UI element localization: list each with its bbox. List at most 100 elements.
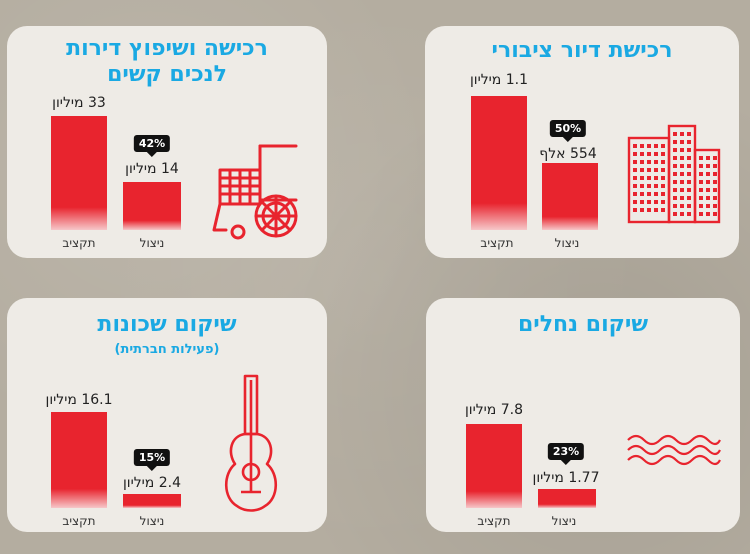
actual-category-label: ניצול <box>139 514 165 528</box>
building-window <box>699 172 703 176</box>
building-window <box>687 156 691 160</box>
building-window <box>706 212 710 216</box>
building-window <box>661 144 665 148</box>
building-window <box>654 184 658 188</box>
building-window <box>647 176 651 180</box>
building-window <box>680 164 684 168</box>
building-window <box>706 188 710 192</box>
actual-value-label: 1.77 מיליון <box>532 470 600 486</box>
buildings-icon <box>627 124 721 224</box>
building-window <box>680 180 684 184</box>
building-window <box>687 172 691 176</box>
building-window <box>706 164 710 168</box>
building-window <box>633 168 637 172</box>
building-window <box>706 180 710 184</box>
chart-panel-public-housing: רכישת דיור ציבורי 1.1 מיליון 50% 554 אלף… <box>425 26 739 258</box>
building-window <box>661 176 665 180</box>
building-window <box>673 188 677 192</box>
building-window <box>633 176 637 180</box>
building-window <box>640 200 644 204</box>
building-window <box>687 180 691 184</box>
actual-value-label: 2.4 מיליון <box>122 475 182 491</box>
budget-value-label: 16.1 מיליון <box>45 392 113 408</box>
chart-panel-disabled-housing: רכישה ושיפוץ דירות לנכים קשים 33 מיליון … <box>7 26 327 258</box>
budget-bar <box>471 96 527 230</box>
building-window <box>713 188 717 192</box>
building-window <box>706 204 710 208</box>
building-window <box>633 152 637 156</box>
building-window <box>661 192 665 196</box>
building-window <box>647 208 651 212</box>
building-window <box>640 168 644 172</box>
building-window <box>661 160 665 164</box>
actual-bar <box>542 162 598 230</box>
building-window <box>673 132 677 136</box>
building-window <box>673 204 677 208</box>
building-window <box>633 208 637 212</box>
building-window <box>633 200 637 204</box>
building-window <box>654 168 658 172</box>
building-window <box>687 140 691 144</box>
building-window <box>633 192 637 196</box>
building-window <box>640 192 644 196</box>
budget-value-label: 7.8 מיליון <box>464 402 524 418</box>
building-window <box>647 160 651 164</box>
budget-bar <box>466 424 522 508</box>
building-window <box>687 132 691 136</box>
building-window <box>661 168 665 172</box>
building-window <box>680 148 684 152</box>
building-window <box>647 192 651 196</box>
building-window <box>680 188 684 192</box>
building-window <box>673 148 677 152</box>
building-window <box>673 180 677 184</box>
building-window <box>687 164 691 168</box>
building-window <box>713 204 717 208</box>
actual-category-label: ניצול <box>554 236 580 250</box>
building-window <box>673 140 677 144</box>
guitar-icon <box>224 374 278 512</box>
building-window <box>673 172 677 176</box>
building-window <box>699 188 703 192</box>
building-window <box>680 204 684 208</box>
building-window <box>654 160 658 164</box>
percent-badge: 23% <box>547 443 585 465</box>
building-window <box>680 212 684 216</box>
percent-badge: 15% <box>133 449 171 471</box>
building-window <box>713 180 717 184</box>
wheelchair-icon <box>212 144 298 240</box>
building-window <box>647 168 651 172</box>
percent-badge: 42% <box>133 135 171 157</box>
building-window <box>633 184 637 188</box>
building-window <box>706 172 710 176</box>
building-window <box>640 144 644 148</box>
building-window <box>647 200 651 204</box>
building-window <box>640 176 644 180</box>
panel-title: שיקום נחלים <box>517 312 649 337</box>
building-window <box>699 212 703 216</box>
building-window <box>699 164 703 168</box>
building-window <box>713 164 717 168</box>
panel-subtitle: (פעילות חברתית) <box>114 342 220 357</box>
building-window <box>687 148 691 152</box>
building-window <box>633 160 637 164</box>
building-window <box>640 184 644 188</box>
building-window <box>661 208 665 212</box>
building-window <box>647 144 651 148</box>
actual-bar <box>123 181 181 230</box>
building-window <box>654 200 658 204</box>
building-window <box>640 208 644 212</box>
building-window <box>687 204 691 208</box>
building-window <box>706 156 710 160</box>
percent-badge: 50% <box>549 120 587 142</box>
building-window <box>661 152 665 156</box>
budget-bar <box>51 116 107 230</box>
building-window <box>713 212 717 216</box>
building-window <box>687 196 691 200</box>
budget-value-label: 33 מיליון <box>52 95 106 111</box>
building-window <box>673 164 677 168</box>
panel-title: שיקום שכונות <box>97 312 237 337</box>
building-window <box>654 176 658 180</box>
building-window <box>647 184 651 188</box>
budget-category-label: תקציב <box>480 236 514 250</box>
building-window <box>673 212 677 216</box>
